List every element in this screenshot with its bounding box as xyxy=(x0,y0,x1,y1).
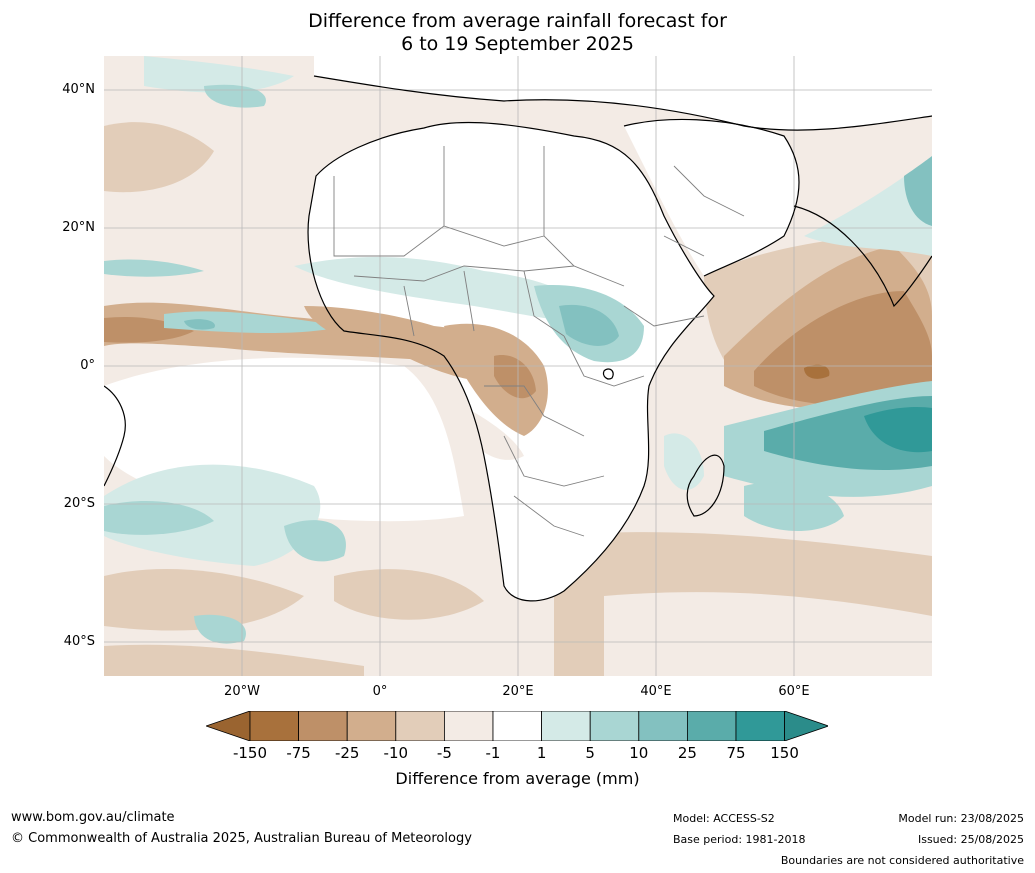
bay-wet xyxy=(904,156,932,226)
colorbar-tick-label: 75 xyxy=(726,744,746,762)
lon-label-20e: 20°E xyxy=(502,684,534,699)
lon-label-0: 0° xyxy=(372,684,388,699)
footer-disclaimer: Boundaries are not considered authoritat… xyxy=(780,854,1024,867)
south-africa-light xyxy=(444,396,524,460)
atlantic-wet-patch xyxy=(184,319,215,330)
arabia-land xyxy=(624,119,799,276)
title-line-2: 6 to 19 September 2025 xyxy=(401,33,634,55)
colorbar-tick-label: 25 xyxy=(677,744,697,762)
north-atl-wet-2 xyxy=(204,84,266,108)
lat-label-40n: 40°N xyxy=(62,82,95,97)
colorbar-title: Difference from average (mm) xyxy=(395,769,640,788)
colorbar-tick-label: 10 xyxy=(629,744,649,762)
east-africa-wet-core xyxy=(559,304,619,346)
colorbar-tick-label: -25 xyxy=(334,744,360,762)
colorbar-under-arrow xyxy=(206,711,251,741)
south-atl-dry-3 xyxy=(104,644,364,676)
colorbar-tick-label: -10 xyxy=(383,744,409,762)
title-line-1: Difference from average rainfall forecas… xyxy=(308,10,727,32)
colorbar-segment xyxy=(541,711,591,741)
footer-copyright: © Commonwealth of Australia 2025, Austra… xyxy=(11,831,472,846)
indian-dry-max xyxy=(804,364,830,379)
south-indian-light xyxy=(604,592,932,676)
colorbar-segment xyxy=(298,711,348,741)
colorbar-tick-label: 1 xyxy=(536,744,547,762)
colorbar-segment xyxy=(346,711,397,741)
lat-label-40s: 40°S xyxy=(63,634,95,649)
colorbar-tick-label: 150 xyxy=(770,744,799,762)
colorbar-tick-label: -150 xyxy=(232,744,268,762)
south-atl-wet-core xyxy=(104,501,214,535)
congo-dry xyxy=(444,323,548,436)
sahel-wet xyxy=(294,256,604,323)
gridlines xyxy=(104,56,932,676)
colorbar-segment xyxy=(443,711,494,741)
arabian-sea-wet xyxy=(804,156,932,256)
colorbar-tick-label: 5 xyxy=(585,744,595,762)
footer-model-run: Model run: 23/08/2025 xyxy=(898,812,1024,825)
footer-url[interactable]: www.bom.gov.au/climate xyxy=(11,810,175,825)
colorbar-segment xyxy=(249,711,299,741)
colorbar-segment xyxy=(735,711,785,741)
colorbar-tick-label: -1 xyxy=(485,744,501,762)
south-atl-wet xyxy=(104,464,321,566)
colorbar-segment xyxy=(589,711,640,741)
legend-colorbar xyxy=(206,711,828,741)
south-atl-dry-2 xyxy=(334,569,484,620)
colorbar-segment xyxy=(638,711,688,741)
europe-land xyxy=(314,56,932,131)
lat-label-20n: 20°N xyxy=(62,220,95,235)
footer-model: Model: ACCESS-S2 xyxy=(673,812,775,825)
lon-label-40e: 40°E xyxy=(640,684,672,699)
colorbar-tick-label: -5 xyxy=(436,744,452,762)
lat-label-20s: 20°S xyxy=(63,496,95,511)
atlantic-wet-north xyxy=(104,259,204,277)
country-borders xyxy=(333,146,745,537)
lon-label-60e: 60°E xyxy=(778,684,810,699)
map-title: Difference from average rainfall forecas… xyxy=(0,10,1035,56)
indian-wet-max xyxy=(864,406,932,453)
south-atl-wet-3 xyxy=(194,614,246,644)
colorbar-segment xyxy=(492,711,542,741)
footer-issued: Issued: 25/08/2025 xyxy=(917,833,1024,846)
south-atl-dry-1 xyxy=(104,568,304,631)
rainfall-map[interactable] xyxy=(104,56,932,676)
colorbar-segment xyxy=(686,711,737,741)
colorbar-segment xyxy=(395,711,445,741)
colorbar-tick-label: -75 xyxy=(286,744,311,762)
colorbar-over-arrow xyxy=(784,711,828,741)
north-atl-dry xyxy=(104,122,214,193)
south-atl-wet-2 xyxy=(284,520,346,562)
lat-label-0: 0° xyxy=(80,358,95,373)
north-atl-wet xyxy=(144,56,294,93)
lon-label-20w: 20°W xyxy=(224,684,260,699)
coastlines xyxy=(104,75,932,602)
indian-dry-core xyxy=(754,291,932,405)
footer-base-period: Base period: 1981-2018 xyxy=(673,833,806,846)
